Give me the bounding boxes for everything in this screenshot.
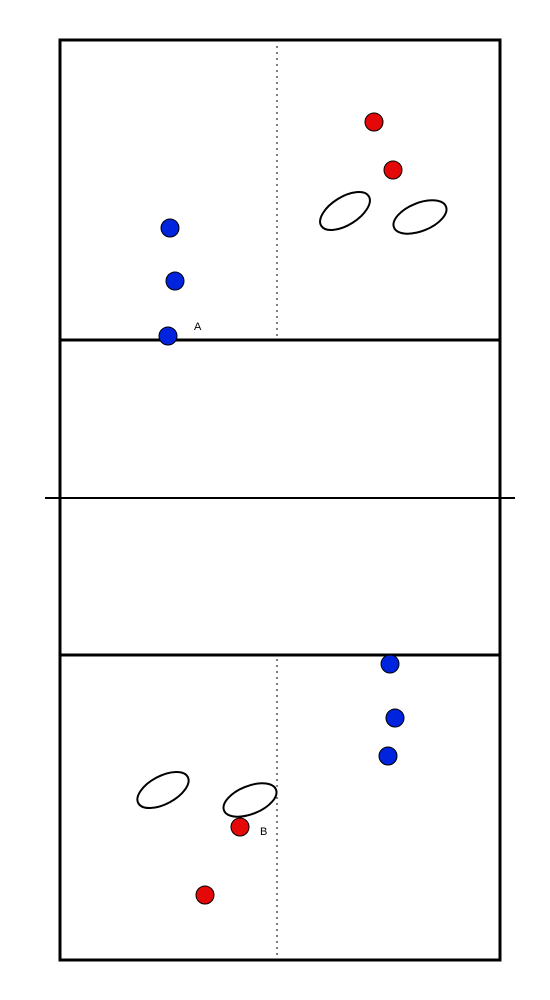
player-blue (379, 747, 397, 765)
player-blue (159, 327, 177, 345)
player-blue (161, 219, 179, 237)
court-diagram: AB (0, 0, 550, 1000)
player-blue (166, 272, 184, 290)
player-red (196, 886, 214, 904)
label-a: A (194, 321, 202, 333)
label-b: B (260, 826, 267, 838)
player-red (231, 818, 249, 836)
player-blue (386, 709, 404, 727)
canvas-bg (0, 0, 550, 1000)
player-red (365, 113, 383, 131)
player-blue (381, 655, 399, 673)
player-red (384, 161, 402, 179)
